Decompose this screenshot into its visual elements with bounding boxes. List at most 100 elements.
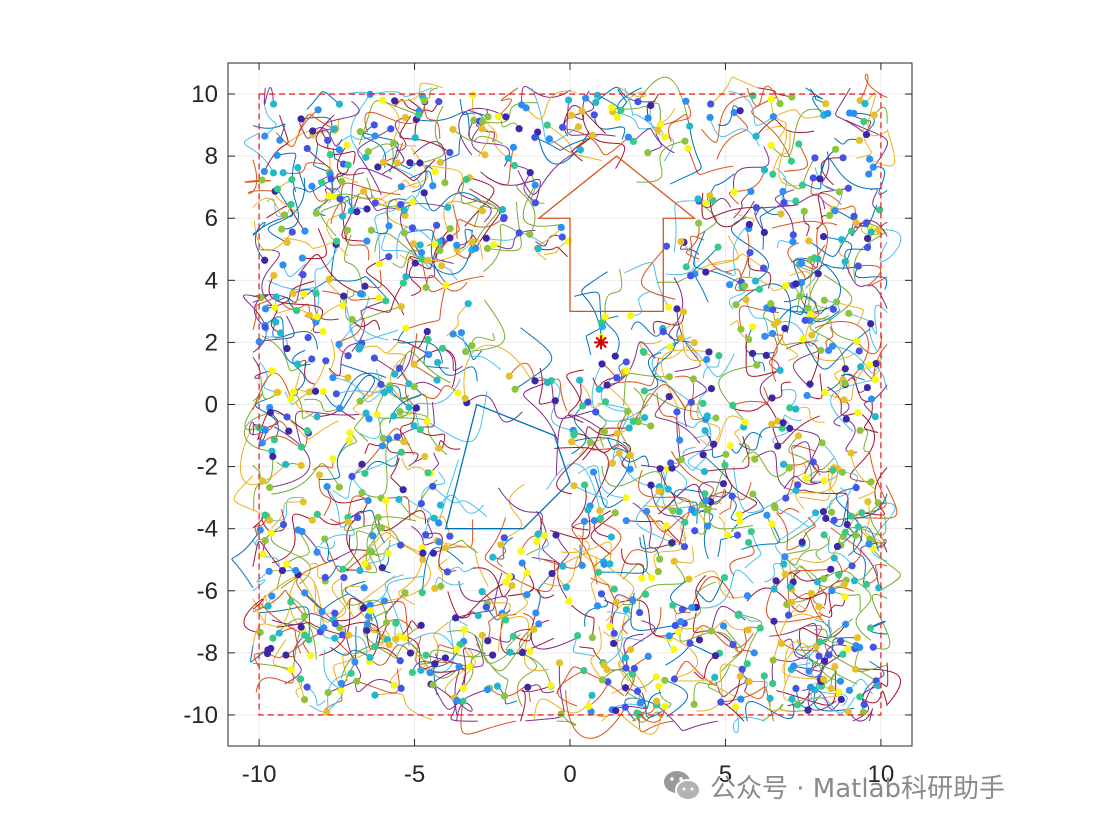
particle-point bbox=[400, 206, 408, 215]
trajectory-line bbox=[514, 327, 553, 390]
trajectory-line bbox=[550, 509, 591, 540]
particle-point bbox=[782, 494, 790, 502]
trajectory-line bbox=[328, 342, 362, 377]
y-tick-label: 10 bbox=[191, 81, 218, 108]
trajectory-line bbox=[321, 100, 360, 141]
particle-point bbox=[865, 170, 873, 178]
particle-point bbox=[665, 632, 673, 640]
trajectory-line bbox=[693, 231, 745, 287]
trajectory-line bbox=[465, 299, 506, 353]
particle-point bbox=[465, 663, 474, 671]
particle-point bbox=[470, 116, 478, 125]
trajectory-line bbox=[834, 368, 846, 399]
particle-point bbox=[817, 346, 825, 354]
trajectory-line bbox=[340, 363, 375, 402]
particle-point bbox=[360, 187, 368, 195]
particle-point bbox=[534, 244, 542, 253]
trajectory-line bbox=[857, 264, 888, 287]
particle-point bbox=[774, 442, 782, 450]
trajectory-line bbox=[801, 148, 836, 190]
trajectory-line bbox=[668, 277, 695, 344]
particle-point bbox=[418, 255, 426, 263]
particle-point bbox=[468, 238, 476, 246]
trajectory-line bbox=[415, 636, 470, 668]
particle-point bbox=[326, 150, 334, 159]
trajectory-line bbox=[601, 669, 657, 689]
particle-point bbox=[462, 175, 470, 184]
trajectory-line bbox=[286, 416, 340, 440]
particle-point bbox=[768, 394, 776, 402]
particle-point bbox=[346, 429, 354, 437]
particle-point bbox=[844, 184, 852, 192]
particle-point bbox=[690, 700, 698, 708]
trajectory-line bbox=[362, 124, 387, 168]
particle-point bbox=[478, 631, 486, 639]
particle-point bbox=[595, 385, 603, 393]
y-tick-label: -4 bbox=[197, 516, 218, 543]
particle-point bbox=[318, 179, 326, 187]
particle-point bbox=[481, 151, 489, 159]
trajectory-line bbox=[807, 442, 840, 482]
particle-point bbox=[278, 225, 286, 233]
particle-point bbox=[489, 553, 497, 561]
particle-point bbox=[429, 182, 437, 190]
particle-point bbox=[405, 403, 413, 411]
particle-point bbox=[795, 140, 803, 148]
trajectory-line bbox=[380, 384, 429, 417]
particle-point bbox=[598, 360, 606, 368]
particle-point bbox=[722, 450, 730, 458]
particle-point bbox=[781, 553, 789, 561]
particle-point bbox=[420, 97, 428, 105]
trajectory-line bbox=[637, 76, 691, 129]
particle-point bbox=[695, 636, 704, 644]
particle-point bbox=[682, 97, 690, 105]
particle-point bbox=[382, 297, 390, 305]
particle-point bbox=[850, 109, 858, 118]
trajectory-line bbox=[487, 201, 522, 252]
particle-point bbox=[400, 634, 408, 642]
particle-point bbox=[845, 686, 854, 694]
particle-point bbox=[313, 413, 321, 421]
particle-point bbox=[435, 444, 443, 452]
particle-point bbox=[335, 146, 343, 154]
particle-point bbox=[570, 482, 578, 490]
particle-point bbox=[382, 619, 391, 627]
trajectory-line bbox=[870, 304, 888, 335]
particle-point bbox=[534, 128, 542, 136]
particle-point bbox=[399, 486, 407, 494]
particle-point bbox=[576, 146, 584, 154]
trajectory-line bbox=[272, 321, 318, 350]
particle-point bbox=[506, 648, 514, 656]
trajectory-line bbox=[432, 684, 478, 722]
trajectory-line bbox=[729, 264, 751, 286]
trajectory-line bbox=[568, 380, 584, 423]
particle-point bbox=[796, 292, 804, 300]
particle-point bbox=[419, 555, 427, 564]
particle-point bbox=[838, 235, 846, 244]
particle-point bbox=[859, 708, 867, 716]
particle-point bbox=[482, 234, 490, 242]
particle-point bbox=[289, 289, 297, 298]
particle-point bbox=[405, 380, 413, 388]
trajectory-line bbox=[460, 332, 502, 371]
particle-point bbox=[598, 676, 606, 684]
particle-point bbox=[287, 200, 295, 208]
particle-point bbox=[260, 167, 268, 176]
particle-point bbox=[611, 352, 619, 360]
particle-point bbox=[851, 665, 860, 673]
particle-point bbox=[446, 234, 454, 242]
particle-point bbox=[717, 698, 725, 706]
trajectory-line bbox=[354, 678, 395, 693]
trajectory-line bbox=[252, 221, 266, 261]
trajectory-line bbox=[483, 119, 509, 159]
particle-point bbox=[623, 367, 631, 375]
trajectory-line bbox=[793, 646, 811, 667]
y-tick-label: -8 bbox=[197, 640, 218, 667]
particle-point bbox=[819, 232, 828, 241]
particle-point bbox=[335, 100, 344, 108]
trajectory-line bbox=[845, 418, 858, 453]
trajectory-line bbox=[792, 462, 807, 486]
trajectory-line bbox=[389, 667, 402, 689]
trajectory-line bbox=[296, 561, 341, 629]
particle-point bbox=[792, 486, 800, 494]
